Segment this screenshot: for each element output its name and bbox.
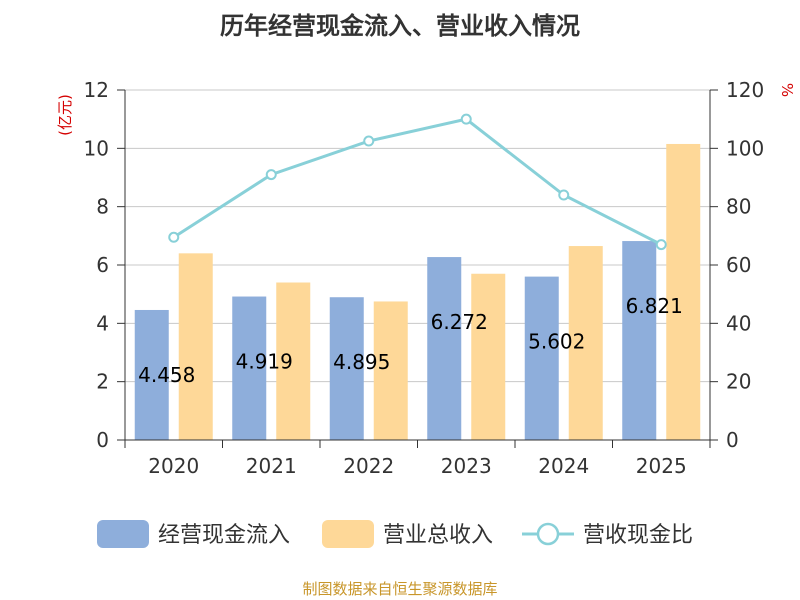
x-tick-label: 2021 — [246, 454, 297, 478]
legend-label: 营收现金比 — [583, 523, 693, 548]
source-note: 制图数据来自恒生聚源数据库 — [302, 580, 497, 598]
bars-layer — [134, 143, 701, 441]
x-tick-label: 2024 — [538, 454, 589, 478]
right-axis-unit: % — [778, 83, 796, 97]
line-point — [168, 231, 180, 243]
chart-title: 历年经营现金流入、营业收入情况 — [220, 12, 580, 40]
legend-swatch-cash-inflow — [97, 520, 149, 548]
bar-revenue — [178, 253, 213, 440]
legend-label: 营业总收入 — [383, 523, 493, 548]
bar-cash-inflow — [427, 257, 462, 440]
data-labels-layer: 4.458 4.919 4.895 6.272 5.602 6.821 — [138, 294, 683, 387]
legend-label: 经营现金流入 — [158, 523, 290, 548]
right-tick-label: 40 — [726, 311, 751, 335]
data-label: 4.919 — [236, 350, 293, 374]
right-tick-label: 120 — [726, 78, 764, 102]
bar-cash-inflow — [329, 297, 364, 440]
bar-cash-inflow — [524, 276, 559, 440]
line-point — [363, 135, 375, 147]
bar-revenue — [568, 246, 603, 440]
x-tick-label: 2025 — [636, 454, 687, 478]
right-tick-label: 0 — [726, 428, 739, 452]
series-line-revenue-cash-ratio — [172, 117, 662, 246]
bar-revenue — [666, 143, 701, 441]
bar-revenue — [373, 301, 408, 440]
data-label: 5.602 — [528, 330, 585, 354]
line-point — [655, 239, 667, 251]
x-tick-label: 2020 — [148, 454, 199, 478]
right-tick-label: 100 — [726, 136, 764, 160]
bar-revenue — [276, 282, 311, 440]
legend: 经营现金流入 营业总收入 营收现金比 — [97, 520, 693, 548]
left-tick-label: 12 — [84, 78, 109, 102]
left-tick-label: 6 — [96, 253, 109, 277]
data-label: 6.821 — [626, 294, 683, 318]
legend-swatch-revenue — [322, 520, 374, 548]
left-tick-label: 10 — [84, 136, 109, 160]
left-tick-label: 4 — [96, 311, 109, 335]
bar-cash-inflow — [232, 296, 267, 440]
right-tick-label: 80 — [726, 195, 751, 219]
bar-cash-inflow — [622, 241, 657, 440]
data-label: 4.458 — [138, 363, 195, 387]
line-point — [265, 169, 277, 181]
line-layer — [168, 113, 667, 251]
left-tick-label: 0 — [96, 428, 109, 452]
bar-revenue — [471, 273, 506, 440]
data-label: 6.272 — [431, 310, 488, 334]
bar-cash-inflow — [134, 309, 169, 440]
right-tick-label: 60 — [726, 253, 751, 277]
legend-swatch-ratio-marker — [536, 522, 560, 546]
left-axis-unit: (亿元) — [56, 94, 74, 136]
right-tick-label: 20 — [726, 370, 751, 394]
left-tick-label: 2 — [96, 370, 109, 394]
x-tick-label: 2023 — [441, 454, 492, 478]
line-point — [558, 189, 570, 201]
line-point — [460, 113, 472, 125]
x-tick-label: 2022 — [343, 454, 394, 478]
data-label: 4.895 — [333, 350, 390, 374]
left-tick-label: 8 — [96, 195, 109, 219]
